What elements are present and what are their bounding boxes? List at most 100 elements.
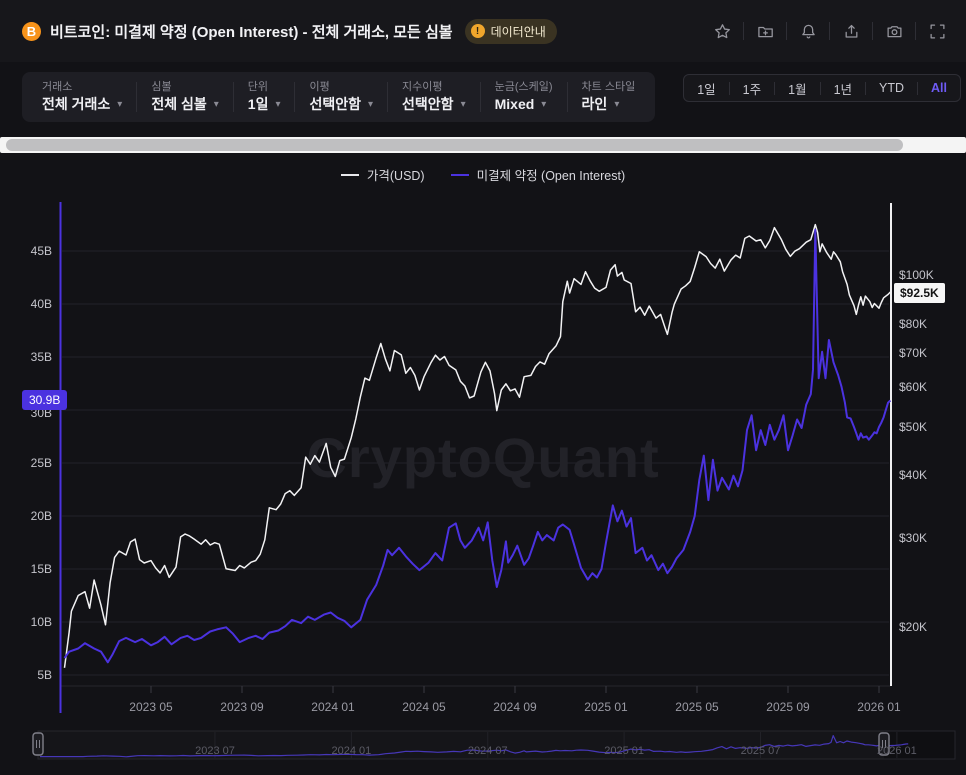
toolbar-divider — [915, 22, 916, 40]
toolbar-divider — [743, 22, 744, 40]
filter-value: 선택안함 — [402, 96, 454, 112]
y-axis-left-label: 20B — [30, 509, 52, 523]
y-axis-left-label: 5B — [37, 668, 52, 682]
chevron-down-icon: ▾ — [614, 99, 620, 110]
y-axis-right-label: $100K — [899, 267, 934, 282]
x-axis-label: 2024 09 — [493, 700, 537, 714]
navigator-right-handle[interactable] — [878, 732, 890, 756]
filter-divider — [136, 82, 138, 112]
chevron-down-icon: ▾ — [460, 99, 466, 110]
chart-legend: 가격(USD) 미결제 약정 (Open Interest) — [0, 165, 966, 184]
navigator-date-label: 2024 07 — [467, 745, 508, 757]
filter-label: 차트 스타일 — [581, 81, 636, 93]
navigator-date-label: 2023 07 — [195, 745, 235, 757]
unit-dropdown[interactable]: 단위 1일 ▾ — [234, 76, 295, 118]
navigator-date-label: 2024 01 — [331, 745, 372, 757]
data-notice-label: 데이터안내 — [490, 24, 546, 39]
chevron-down-icon: ▾ — [213, 99, 219, 110]
page-title: 비트코인: 미결제 약정 (Open Interest) - 전체 거래소, 모… — [50, 23, 453, 41]
ma-dropdown[interactable]: 이평 선택안함 ▾ — [295, 76, 387, 118]
y-axis-right-label: $40K — [899, 468, 928, 483]
legend-item-open-interest[interactable]: 미결제 약정 (Open Interest) — [450, 165, 626, 184]
chevron-down-icon: ▾ — [368, 99, 374, 110]
filter-divider — [294, 82, 296, 112]
exchange-dropdown[interactable]: 거래소 전체 거래소 ▾ — [28, 76, 136, 118]
toolbar-divider — [829, 22, 830, 40]
price-line — [63, 223, 891, 668]
horizontal-scrollbar-track[interactable] — [0, 137, 966, 153]
x-axis-label: 2023 09 — [220, 700, 264, 714]
filter-value: 라인 — [581, 96, 608, 112]
toolbar-divider — [872, 22, 873, 40]
navigator-date-label: 2025 07 — [740, 745, 781, 757]
star-icon[interactable] — [709, 18, 735, 44]
filter-value: 전체 거래소 — [42, 96, 111, 112]
bitcoin-icon: B — [22, 21, 41, 41]
x-axis-label: 2025 09 — [766, 700, 810, 714]
filter-label: 이평 — [309, 81, 330, 93]
range-divider — [774, 81, 776, 95]
chart-style-dropdown[interactable]: 차트 스타일 라인 ▾ — [568, 76, 650, 118]
y-axis-right-label: $30K — [899, 531, 928, 546]
x-axis-label: 2024 01 — [311, 700, 355, 714]
range-1m-button[interactable]: 1월 — [788, 82, 807, 97]
filter-panel: 거래소 전체 거래소 ▾ 심볼 전체 심볼 ▾ 단위 1일 ▾ 이평 선택안함 ▾ 지수… — [22, 72, 656, 122]
legend-label: 가격(USD) — [366, 169, 425, 183]
y-axis-right-label: $80K — [899, 316, 928, 331]
navigator-oi-line — [40, 734, 909, 758]
filter-label: 지수이평 — [402, 81, 443, 93]
data-notice-badge[interactable]: ! 데이터안내 — [464, 18, 557, 44]
bell-icon[interactable] — [795, 18, 821, 44]
range-divider — [865, 81, 867, 95]
y-axis-right-label: $70K — [899, 346, 928, 360]
folder-add-icon[interactable] — [752, 18, 778, 44]
filter-label: 눈금(스케일) — [494, 81, 553, 93]
x-axis-label: 2024 05 — [402, 700, 446, 714]
camera-icon[interactable] — [881, 18, 907, 44]
ema-dropdown[interactable]: 지수이평 선택안함 ▾ — [388, 76, 480, 118]
scale-dropdown[interactable]: 눈금(스케일) Mixed ▾ — [481, 76, 567, 118]
fullscreen-icon[interactable] — [924, 18, 950, 44]
share-icon[interactable] — [838, 18, 864, 44]
filter-divider — [387, 82, 389, 112]
chart-header: B 비트코인: 미결제 약정 (Open Interest) - 전체 거래소,… — [0, 0, 966, 62]
y-axis-left-label: 15B — [30, 562, 52, 576]
range-1d-button[interactable]: 1일 — [697, 82, 716, 97]
x-axis-label: 2026 01 — [857, 700, 901, 714]
y-axis-right-label: $20K — [899, 620, 928, 634]
range-all-button[interactable]: All — [931, 81, 947, 95]
navigator-date-label: 2026 01 — [876, 745, 917, 757]
filter-label: 단위 — [247, 81, 269, 93]
filter-value: 선택안함 — [309, 96, 362, 112]
filter-label: 거래소 — [42, 81, 73, 93]
cryptoquant-watermark: CryptoQuant — [306, 426, 660, 489]
y-axis-left-label: 40B — [30, 297, 52, 311]
symbol-dropdown[interactable]: 심볼 전체 심볼 ▾ — [137, 76, 232, 118]
range-selector: 1일 1주 1월 1년 YTD All — [683, 74, 961, 102]
horizontal-scrollbar-thumb[interactable] — [6, 139, 903, 151]
filter-value: 1일 — [247, 96, 269, 112]
range-ytd-button[interactable]: YTD — [879, 81, 905, 95]
legend-label: 미결제 약정 (Open Interest) — [476, 169, 626, 183]
price-line-swatch — [340, 173, 359, 176]
chevron-down-icon: ▾ — [541, 99, 547, 110]
range-1w-button[interactable]: 1주 — [742, 82, 762, 97]
open-interest-value-badge: 30.9B — [22, 390, 68, 410]
oi-line-swatch — [450, 173, 469, 176]
filter-value: 전체 심볼 — [151, 96, 207, 112]
range-divider — [917, 81, 919, 95]
warning-icon: ! — [470, 24, 485, 38]
range-1y-button[interactable]: 1년 — [833, 82, 853, 97]
navigator-date-label: 2025 01 — [604, 745, 644, 757]
toolbar-divider — [786, 22, 787, 40]
y-axis-right-label: $60K — [899, 379, 928, 394]
filter-value: Mixed — [494, 96, 535, 112]
navigator-left-handle[interactable] — [32, 732, 44, 756]
price-value-badge: $92.5K — [894, 283, 945, 303]
y-axis-left-label: 35B — [30, 350, 52, 364]
x-axis-label: 2025 05 — [675, 700, 719, 714]
range-divider — [819, 81, 821, 95]
legend-item-price[interactable]: 가격(USD) — [340, 165, 425, 184]
